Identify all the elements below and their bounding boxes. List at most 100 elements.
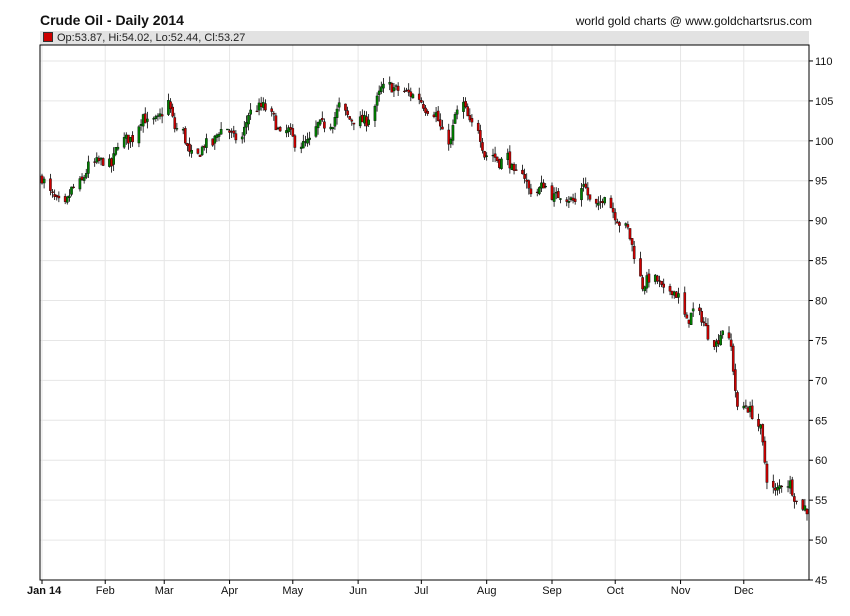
candle-body-down (571, 197, 575, 201)
candle-body-down (609, 197, 613, 209)
candle-body-up (257, 102, 261, 111)
candle (514, 164, 518, 171)
candle (500, 156, 503, 170)
candle (285, 124, 288, 138)
candle-body-up (287, 127, 290, 133)
candle-body-up (304, 141, 307, 143)
candle-body-up (559, 198, 562, 200)
candle-body-down (188, 143, 191, 152)
candle (706, 318, 710, 341)
candle (508, 145, 512, 174)
candle (80, 173, 84, 181)
candle-body-up (462, 101, 465, 112)
candle-body-down (72, 186, 75, 188)
candle (729, 333, 733, 351)
candle (314, 120, 318, 138)
candle-series (40, 76, 809, 521)
candle (198, 154, 202, 157)
candle-body-up (167, 100, 170, 115)
candle-body-down (202, 145, 206, 148)
candle (567, 196, 571, 208)
candle-body-up (245, 122, 248, 128)
x-tick-label: Jul (414, 585, 428, 597)
x-tick-label: Sep (542, 585, 562, 597)
candle-body-up (87, 161, 90, 174)
candle-body-up (226, 128, 229, 131)
candle (352, 122, 356, 131)
candle (466, 103, 470, 117)
candle-body-down (514, 169, 518, 171)
candle (597, 196, 600, 211)
candle (704, 317, 708, 327)
candle (662, 278, 665, 294)
candle-body-up (114, 147, 118, 155)
candle-body-up (451, 125, 455, 141)
plot-border (39, 44, 810, 581)
candle-body-down (390, 83, 394, 93)
candle (49, 173, 52, 196)
candle-body-up (124, 134, 128, 139)
candle-body-down (447, 129, 451, 145)
candle-body-up (382, 83, 385, 89)
candle (675, 291, 678, 298)
candle-body-down (761, 424, 765, 443)
candle-body-down (143, 113, 147, 124)
candle-body-up (603, 197, 606, 204)
candle (306, 132, 309, 147)
candle (630, 238, 634, 252)
candle-body-up (141, 114, 145, 127)
candle (141, 113, 145, 133)
candle-body-down (512, 164, 516, 171)
candle (677, 287, 680, 304)
candle-body-down (131, 135, 134, 143)
chart-credit[interactable]: world gold charts @ www.goldchartsrus.co… (575, 14, 812, 28)
candle (748, 401, 752, 418)
y-tick-label: 75 (815, 335, 827, 347)
candle (365, 111, 368, 132)
ohlc-readout-text: Op:53.87, Hi:54.02, Lo:52.44, Cl:53.27 (57, 32, 246, 44)
candle-body-up (116, 146, 120, 150)
candle-body-down (668, 286, 672, 292)
candle (691, 302, 695, 317)
candle (702, 317, 706, 327)
candle (601, 198, 604, 208)
candle-body-down (291, 128, 295, 137)
candle (211, 138, 215, 147)
x-tick-label: Apr (221, 585, 238, 597)
candle-body-down (493, 153, 497, 158)
x-tick-label: Mar (155, 585, 174, 597)
candle-body-down (611, 208, 615, 213)
candle (276, 126, 280, 130)
candle (361, 109, 364, 123)
candle-body-down (468, 115, 472, 121)
candle (316, 121, 320, 135)
candle-body-down (432, 114, 436, 117)
candle-body-down (584, 183, 588, 188)
candle (152, 116, 155, 125)
candle (196, 148, 200, 155)
candle-body-down (171, 106, 174, 117)
candle-body-down (259, 102, 263, 107)
candle (805, 507, 809, 521)
candle (82, 174, 86, 184)
candle (331, 126, 335, 134)
x-tick-label: May (282, 585, 303, 597)
candle (727, 326, 731, 340)
candle-body-down (169, 101, 172, 110)
candle (308, 131, 311, 146)
candle (717, 334, 720, 347)
candle (93, 158, 96, 167)
candle (318, 119, 322, 127)
candle-body-down (630, 238, 634, 245)
candle-body-down (771, 480, 775, 488)
candle (512, 162, 516, 175)
candle (426, 109, 429, 116)
candle (329, 123, 333, 131)
candle-body-up (316, 122, 320, 129)
candle (146, 111, 149, 129)
candle-body-up (122, 137, 126, 148)
candle-body-down (795, 500, 798, 502)
candle-body-down (744, 405, 748, 407)
candle (226, 128, 229, 131)
candle-body-down (361, 114, 364, 123)
